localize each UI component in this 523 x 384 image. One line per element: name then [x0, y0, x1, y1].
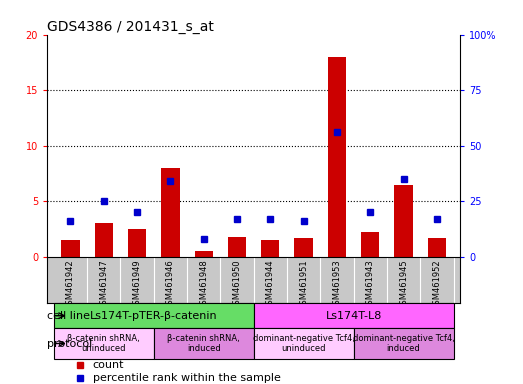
Bar [95, 223, 113, 257]
Bar [154, 328, 254, 359]
Bar [361, 232, 380, 257]
Text: GSM461952: GSM461952 [433, 259, 441, 310]
Bar [195, 251, 213, 257]
Text: GSM461949: GSM461949 [132, 259, 142, 310]
Bar [61, 240, 79, 257]
Text: GSM461942: GSM461942 [66, 259, 75, 310]
Text: β-catenin shRNA,
uninduced: β-catenin shRNA, uninduced [67, 334, 140, 353]
Bar [254, 328, 354, 359]
Bar [261, 240, 279, 257]
Text: protocol: protocol [47, 339, 93, 349]
Text: percentile rank within the sample: percentile rank within the sample [93, 372, 280, 382]
Text: Ls174T-L8: Ls174T-L8 [325, 311, 382, 321]
Text: GSM461950: GSM461950 [233, 259, 242, 310]
Bar [54, 303, 254, 328]
Bar [394, 185, 413, 257]
Text: GSM461951: GSM461951 [299, 259, 308, 310]
Text: cell line: cell line [47, 311, 90, 321]
Text: β-catenin shRNA,
induced: β-catenin shRNA, induced [167, 334, 240, 353]
Text: dominant-negative Tcf4,
induced: dominant-negative Tcf4, induced [353, 334, 454, 353]
Text: GSM461946: GSM461946 [166, 259, 175, 310]
Bar [328, 57, 346, 257]
Text: GSM461948: GSM461948 [199, 259, 208, 310]
Text: GSM461953: GSM461953 [333, 259, 342, 310]
Text: Ls174T-pTER-β-catenin: Ls174T-pTER-β-catenin [90, 311, 218, 321]
Text: GSM461944: GSM461944 [266, 259, 275, 310]
Text: GSM461945: GSM461945 [399, 259, 408, 310]
Bar [228, 237, 246, 257]
Bar [294, 238, 313, 257]
Text: count: count [93, 360, 124, 370]
Bar [428, 238, 446, 257]
Text: GSM461947: GSM461947 [99, 259, 108, 310]
Bar [354, 328, 453, 359]
Text: dominant-negative Tcf4,
uninduced: dominant-negative Tcf4, uninduced [253, 334, 355, 353]
Bar [54, 328, 154, 359]
Bar [161, 168, 179, 257]
Bar [128, 229, 146, 257]
Text: GDS4386 / 201431_s_at: GDS4386 / 201431_s_at [47, 20, 214, 33]
Text: GSM461943: GSM461943 [366, 259, 375, 310]
Bar [254, 303, 453, 328]
